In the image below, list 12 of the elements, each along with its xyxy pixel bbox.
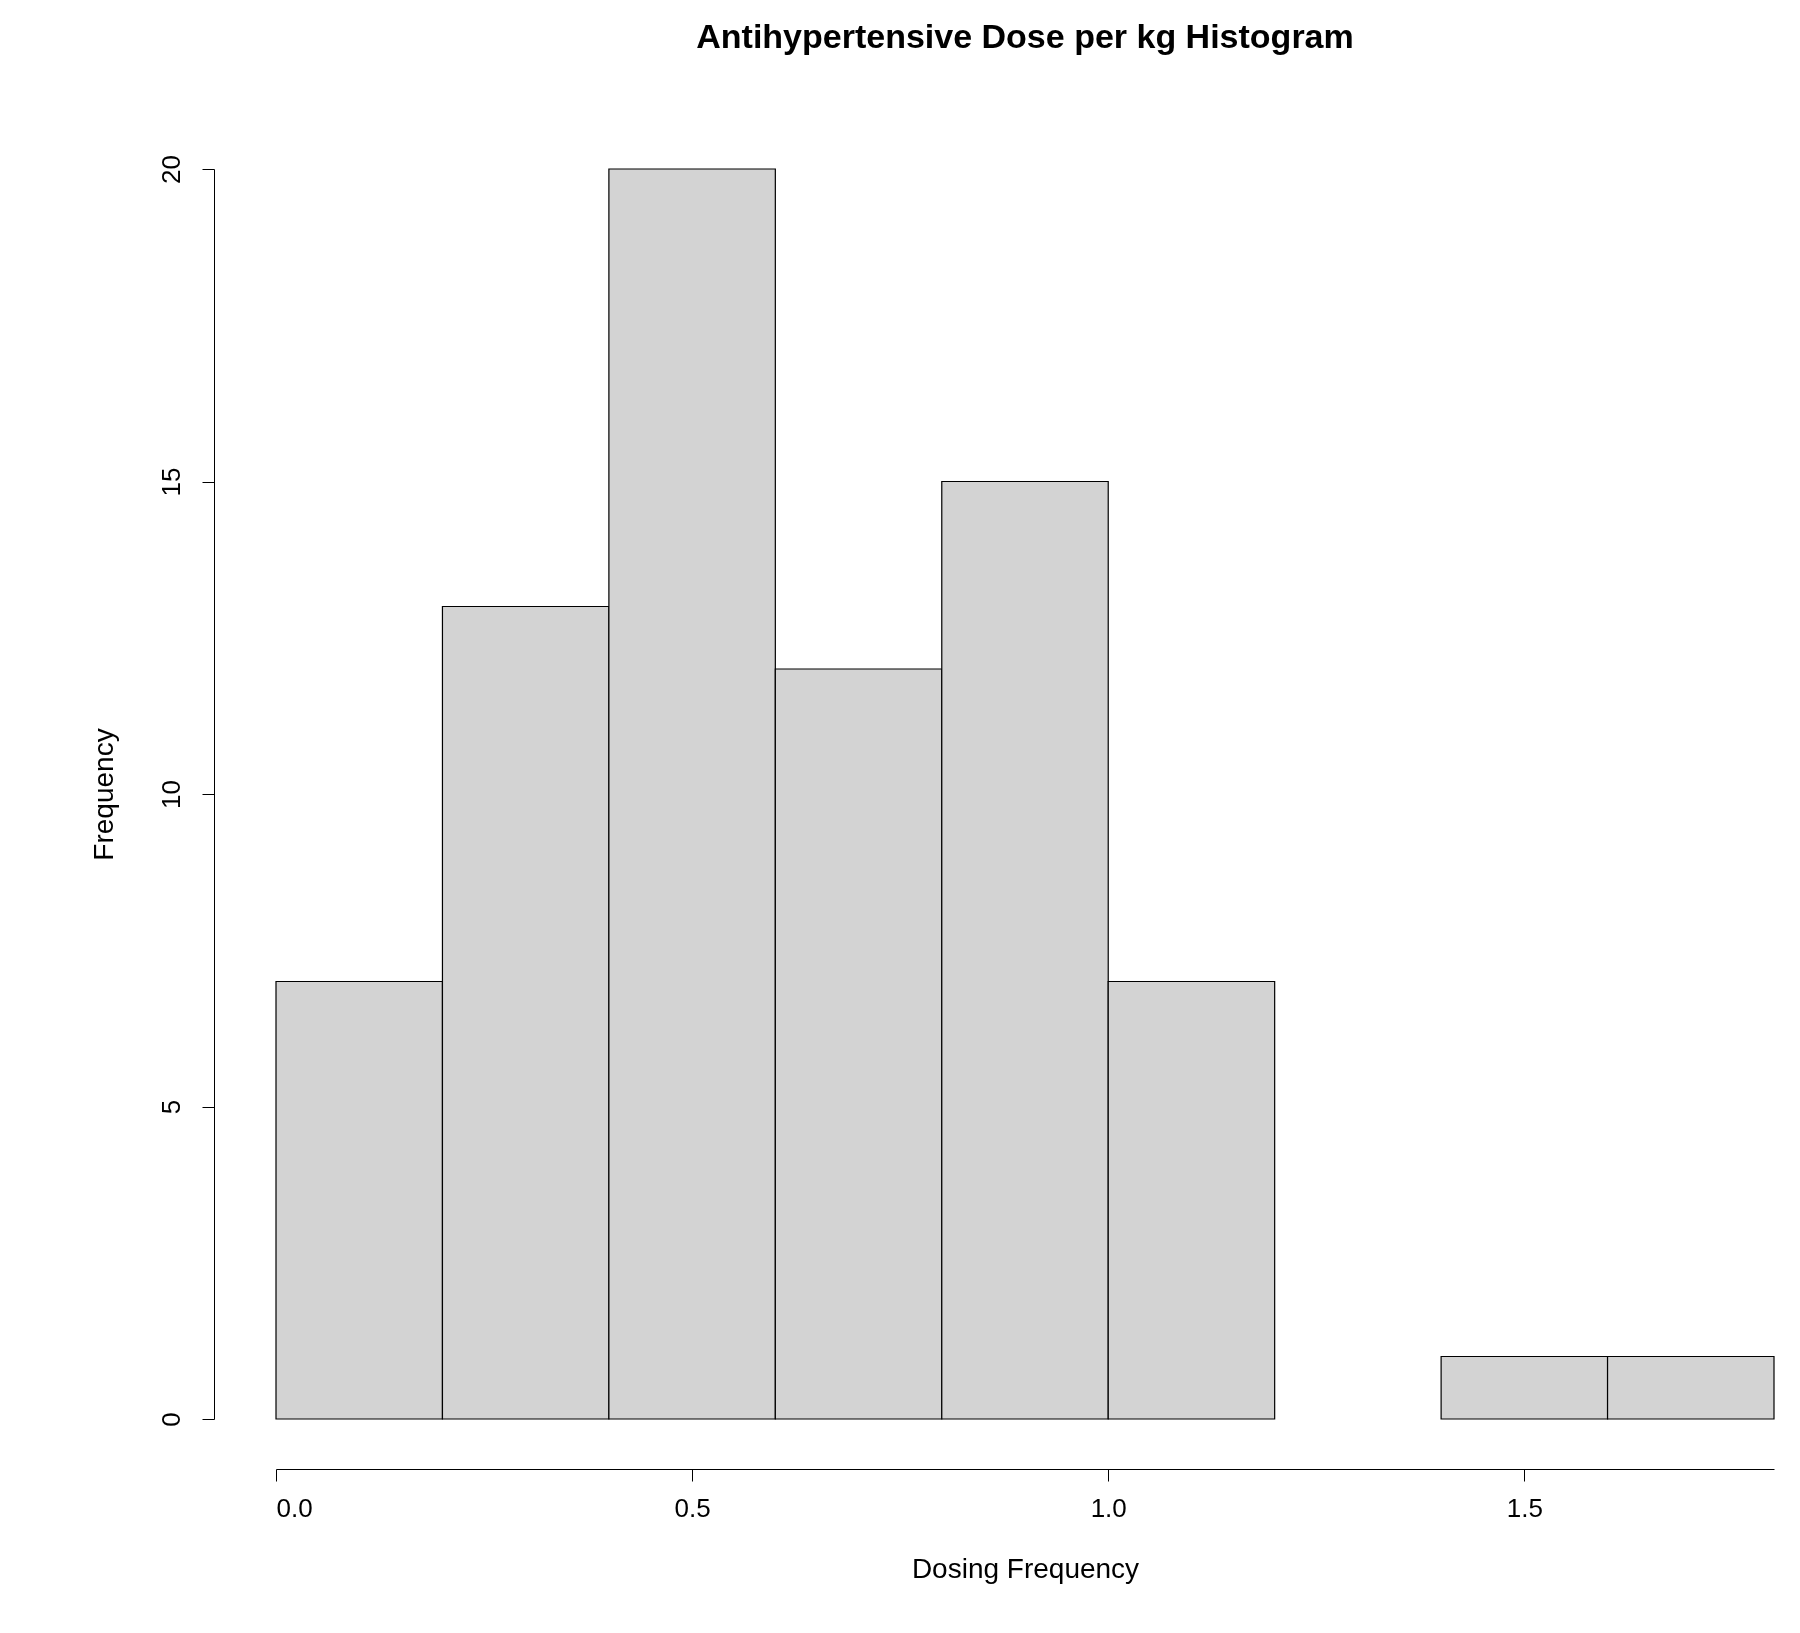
y-axis-title: Frequency: [87, 728, 119, 861]
chart-title: Antihypertensive Dose per kg Histogram: [696, 16, 1354, 55]
y-tick-label: 10: [155, 780, 186, 809]
y-tick-label: 15: [155, 467, 186, 497]
x-axis-title: Dosing Frequency: [911, 1552, 1140, 1584]
x-tick-label: 1.5: [1506, 1492, 1543, 1523]
y-tick-label: 0: [155, 1412, 186, 1427]
x-tick-label: 0.5: [674, 1492, 711, 1523]
y-tick-label: 5: [155, 1099, 186, 1115]
x-tick-label: 1.0: [1090, 1492, 1127, 1523]
y-tick-label: 20: [155, 155, 186, 184]
x-tick-label: 0.0: [276, 1492, 313, 1523]
